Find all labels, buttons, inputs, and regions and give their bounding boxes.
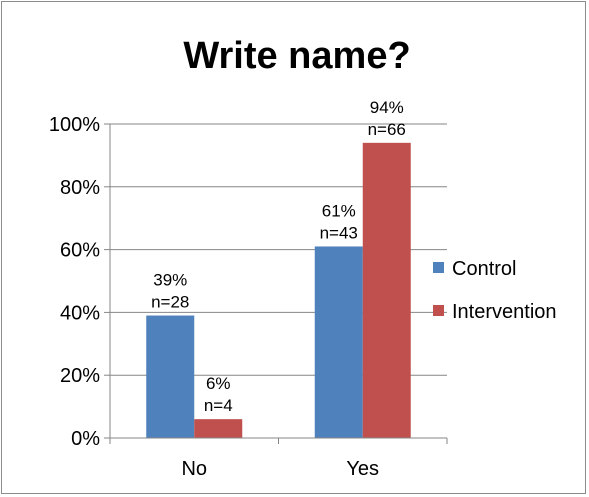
legend-label: Control xyxy=(452,258,516,280)
y-tick-label: 40% xyxy=(60,302,100,324)
bar-control-yes xyxy=(314,246,363,438)
data-label-count: n=66 xyxy=(368,120,406,139)
data-label-percent: 94% xyxy=(370,98,404,117)
data-label-percent: 39% xyxy=(153,271,187,290)
y-axis: 0% 20% 40% 60% 80% 100% xyxy=(49,114,111,450)
y-tick-label: 60% xyxy=(60,240,100,262)
legend-swatch xyxy=(433,262,444,273)
y-tick-label: 0% xyxy=(71,428,100,450)
bar-control-no xyxy=(146,315,195,438)
data-label-count: n=28 xyxy=(151,293,189,312)
y-tick-label: 100% xyxy=(49,114,100,136)
bars xyxy=(146,142,411,438)
bar-intervention-no xyxy=(194,419,243,438)
data-label-count: n=43 xyxy=(320,223,358,242)
legend-swatch xyxy=(433,305,444,316)
x-tick-label: Yes xyxy=(346,458,379,480)
x-axis: No Yes xyxy=(109,437,448,480)
legend: Control Intervention xyxy=(433,258,557,323)
legend-label: Intervention xyxy=(452,301,557,323)
bar-intervention-yes xyxy=(362,142,411,438)
data-label-count: n=4 xyxy=(204,396,233,415)
y-tick-label: 80% xyxy=(60,177,100,199)
y-tick-label: 20% xyxy=(60,365,100,387)
data-labels: 39% n=28 6% n=4 61% n=43 94% n=66 xyxy=(151,98,406,415)
chart-title: Write name? xyxy=(183,35,410,77)
data-label-percent: 61% xyxy=(322,201,356,220)
x-tick-label: No xyxy=(181,458,207,480)
data-label-percent: 6% xyxy=(206,374,231,393)
